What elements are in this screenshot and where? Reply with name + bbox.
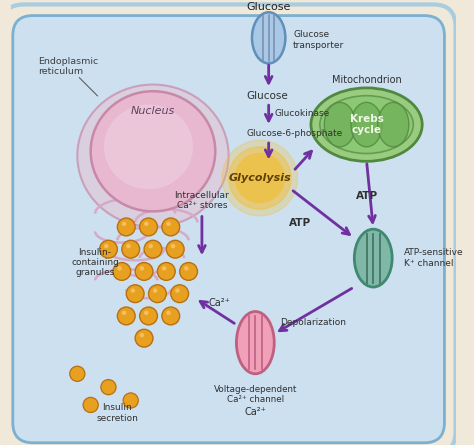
Circle shape: [144, 240, 162, 258]
Ellipse shape: [324, 102, 356, 147]
Ellipse shape: [91, 91, 215, 211]
Circle shape: [180, 263, 198, 280]
Circle shape: [118, 307, 135, 325]
Ellipse shape: [320, 96, 413, 154]
Text: Krebs
cycle: Krebs cycle: [350, 114, 383, 135]
Ellipse shape: [77, 85, 228, 227]
Text: Endoplasmic
reticulum: Endoplasmic reticulum: [38, 57, 99, 77]
Circle shape: [135, 329, 153, 347]
Text: Glucose
transporter: Glucose transporter: [293, 30, 345, 50]
Text: Voltage-dependent
Ca²⁺ channel: Voltage-dependent Ca²⁺ channel: [214, 385, 297, 405]
Circle shape: [101, 380, 116, 395]
Circle shape: [228, 147, 291, 209]
Text: Mitochondrion: Mitochondrion: [332, 75, 401, 85]
Text: Insulin-
containing
granules: Insulin- containing granules: [71, 248, 119, 277]
Text: Nucleus: Nucleus: [131, 106, 175, 116]
FancyBboxPatch shape: [13, 16, 445, 443]
Circle shape: [222, 140, 298, 216]
Circle shape: [175, 288, 180, 293]
Text: Glucose: Glucose: [246, 2, 291, 12]
Text: ATP: ATP: [289, 218, 311, 227]
FancyBboxPatch shape: [2, 4, 456, 445]
Text: Insulin
secretion: Insulin secretion: [96, 403, 138, 423]
Circle shape: [162, 307, 180, 325]
Text: ATP-sensitive
K⁺ channel: ATP-sensitive K⁺ channel: [404, 248, 464, 268]
Circle shape: [70, 366, 85, 381]
Circle shape: [166, 311, 171, 315]
Text: Glucose-6-phosphate: Glucose-6-phosphate: [246, 129, 343, 138]
Circle shape: [184, 266, 189, 271]
Circle shape: [83, 397, 98, 413]
Circle shape: [235, 154, 284, 202]
Circle shape: [131, 288, 135, 293]
Circle shape: [122, 311, 126, 315]
Ellipse shape: [355, 229, 392, 287]
Circle shape: [162, 266, 166, 271]
Circle shape: [140, 307, 157, 325]
Circle shape: [126, 285, 144, 303]
Circle shape: [148, 285, 166, 303]
Circle shape: [166, 240, 184, 258]
Circle shape: [118, 266, 122, 271]
Text: Intracellular
Ca²⁺ stores: Intracellular Ca²⁺ stores: [174, 190, 229, 210]
Circle shape: [144, 311, 148, 315]
Text: Glycolysis: Glycolysis: [228, 173, 291, 183]
Text: Glucokinase: Glucokinase: [274, 109, 329, 118]
Circle shape: [100, 240, 118, 258]
Circle shape: [148, 244, 153, 248]
Circle shape: [153, 288, 157, 293]
Circle shape: [171, 244, 175, 248]
Circle shape: [118, 218, 135, 236]
Text: Ca²⁺: Ca²⁺: [245, 407, 266, 417]
Ellipse shape: [351, 102, 382, 147]
Ellipse shape: [237, 312, 274, 374]
Circle shape: [162, 218, 180, 236]
Circle shape: [122, 240, 140, 258]
Circle shape: [166, 222, 171, 226]
Text: Ca²⁺: Ca²⁺: [209, 298, 231, 307]
Text: Depolarization: Depolarization: [280, 318, 346, 327]
Text: ATP: ATP: [356, 191, 378, 201]
Circle shape: [140, 218, 157, 236]
Ellipse shape: [252, 12, 285, 63]
Ellipse shape: [104, 105, 193, 189]
Circle shape: [104, 244, 109, 248]
Circle shape: [144, 222, 148, 226]
Circle shape: [157, 263, 175, 280]
Circle shape: [140, 266, 144, 271]
Circle shape: [140, 333, 144, 337]
Circle shape: [113, 263, 131, 280]
Circle shape: [126, 244, 131, 248]
Text: Glucose: Glucose: [246, 91, 288, 101]
Ellipse shape: [311, 88, 422, 161]
Circle shape: [122, 222, 126, 226]
Ellipse shape: [378, 102, 409, 147]
Circle shape: [171, 285, 189, 303]
Circle shape: [123, 393, 138, 408]
Circle shape: [135, 263, 153, 280]
